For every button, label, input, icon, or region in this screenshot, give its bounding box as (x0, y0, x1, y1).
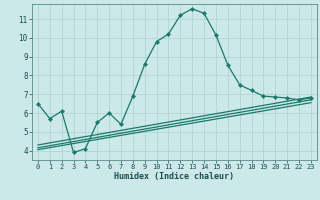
X-axis label: Humidex (Indice chaleur): Humidex (Indice chaleur) (115, 172, 234, 181)
